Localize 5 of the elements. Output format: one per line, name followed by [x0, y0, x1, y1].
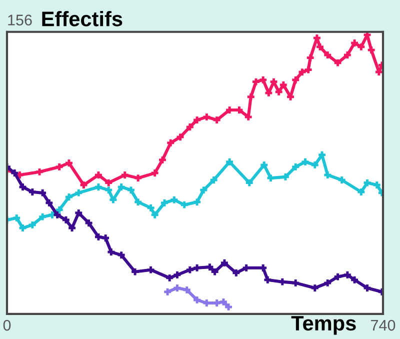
x-tick-label: 740 [371, 320, 396, 331]
y-axis-title: Effectifs [42, 11, 122, 26]
text: 156 [8, 14, 32, 26]
x-tick-label: 0 [3, 320, 11, 331]
x-axis-title: Temps [291, 316, 356, 335]
